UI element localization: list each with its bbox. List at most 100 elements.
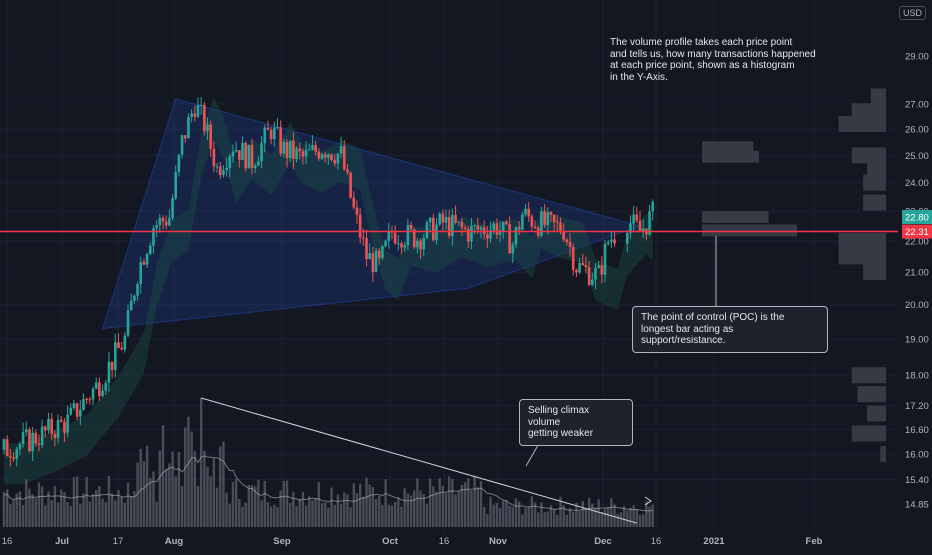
volume-bar [209,476,212,527]
moving-average-ribbon [4,97,653,485]
candle-body [409,224,413,230]
candle-body [406,224,410,246]
volume-bar [473,475,476,527]
volume-bar [161,425,165,527]
candle-body [581,263,585,266]
candle-body [88,399,92,401]
volume-bar [645,501,648,527]
candle-body [225,167,228,171]
candle-body [273,127,276,140]
candle-body [524,208,527,215]
volume-bar [336,494,340,527]
volume-bar [629,507,632,527]
candle-body [59,419,63,422]
candle-body [250,144,254,169]
candle-body [187,116,190,139]
candle-body [482,227,486,235]
volume-profile-bar [851,367,886,384]
candle-body [501,221,505,231]
volume-profile-bar [838,115,886,132]
volume-bar [56,502,60,527]
volume-bar [266,502,270,527]
candle-body [355,207,359,215]
candle-body [142,261,146,265]
volume-bar [352,483,355,527]
candle-body [377,250,381,259]
volume-bar [355,493,359,527]
poc-callout[interactable]: The point of control (POC) is the longes… [632,306,828,353]
volume-bar [425,503,429,527]
volume-bar [441,485,445,527]
candle-body [327,154,330,158]
candle-body [164,221,168,226]
candle-body [311,145,314,150]
candle-body [209,124,212,149]
candle-body [425,222,429,238]
volume-bar [126,482,130,527]
candle-body [56,419,60,439]
price-tick-label: 24.00 [905,178,929,189]
candle-body [610,239,613,243]
volume-bar [82,493,85,527]
callout-line: getting weaker [528,428,594,439]
volume-bar [517,501,521,527]
candle-body [495,223,499,235]
price-tick-label: 22.00 [905,236,929,247]
candle-body [514,227,518,245]
candle-body [129,300,133,311]
candle-body [161,217,165,222]
candle-body [492,223,496,230]
volume-bar [476,487,480,527]
candle-body [50,418,53,434]
volume-bar [145,445,149,527]
time-tick-label: 17 [113,536,124,547]
candle-body [575,269,578,273]
volume-bar [524,508,527,527]
candle-body [428,217,432,223]
candle-body [152,228,155,246]
volume-bar [343,492,346,527]
volume-bar [263,480,266,527]
note-line: The volume profile takes each price poin… [610,37,793,48]
volume-bar [203,450,206,527]
currency-label[interactable]: USD [898,6,926,20]
candle-body [447,217,451,236]
volume-profile-bar [702,141,754,154]
candle-body [530,216,534,227]
volume-bar [91,494,95,527]
candle-body [298,148,302,152]
volume-bar [139,448,142,527]
callout-line: longest bar acting as support/resistance… [641,323,734,347]
volume-bar [492,504,495,527]
candle-body [31,432,34,452]
volume-bar [594,507,597,527]
candle-body [473,225,476,227]
volume-bar [330,487,333,527]
volume-bar [21,505,25,527]
candle-body [69,407,73,415]
candle-body [330,154,333,161]
candle-body [196,105,200,117]
time-tick-label: Aug [165,536,184,547]
volume-bar [444,492,448,527]
volume-bar [168,463,171,527]
candle-body [368,253,371,260]
volume-bar [587,497,591,527]
candle-body [323,154,327,158]
volume-bar [219,446,222,527]
volume-bar [457,491,460,527]
price-label-box [902,224,932,239]
candle-body [75,403,79,417]
volume-bar [358,483,362,527]
candle-body [44,426,47,431]
price-label-text: 22.80 [905,213,929,224]
volume-bar [298,498,301,527]
volume-bar [60,489,63,527]
volume-bar [591,503,594,527]
volume-callout[interactable]: Selling climax volume getting weaker [519,399,633,446]
volume-bar [222,441,225,527]
volume-bar [610,498,613,527]
price-tick-label: 18.00 [905,371,929,382]
